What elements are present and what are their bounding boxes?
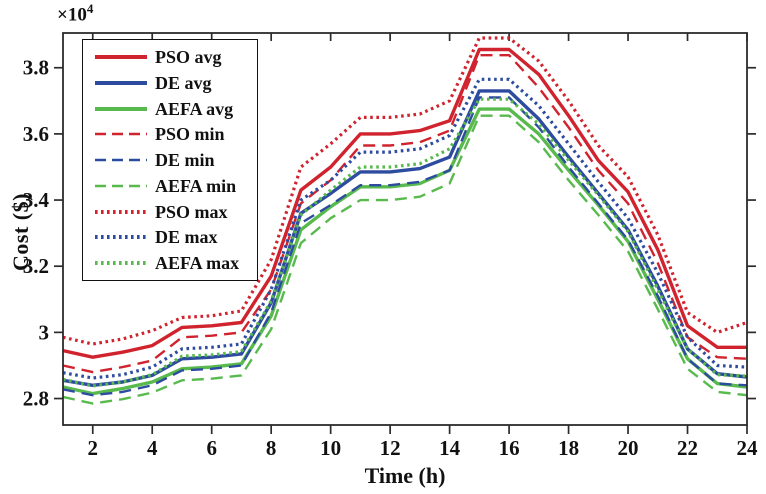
legend-item-label: PSO min — [155, 124, 225, 145]
x-tick-label: 18 — [558, 436, 579, 460]
legend-item-de-min: DE min — [93, 148, 251, 172]
legend-item-label: AEFA min — [155, 175, 237, 196]
legend-line-sample-pso-min — [95, 132, 147, 136]
legend-line-sample-de-avg — [95, 80, 147, 85]
legend-item-aefa-min: AEFA min — [93, 174, 251, 198]
x-tick-label: 6 — [206, 436, 217, 460]
x-tick-label: 10 — [320, 436, 341, 460]
legend: PSO avg DE avg AEFA avg PSO min DE min AEFA m… — [82, 39, 258, 281]
legend-line-sample-aefa-min — [95, 184, 147, 188]
x-tick-label: 8 — [266, 436, 277, 460]
legend-line-sample-aefa-max — [95, 261, 147, 265]
legend-item-label: DE max — [155, 227, 218, 248]
legend-item-label: PSO max — [155, 201, 228, 222]
series-aefa-max — [62, 97, 748, 388]
legend-item-de-max: DE max — [93, 225, 251, 249]
legend-line-sample-pso-max — [95, 209, 147, 214]
x-tick-label: 16 — [499, 436, 520, 460]
series-pso-max — [62, 36, 748, 346]
x-tick-label: 4 — [147, 436, 158, 460]
x-tick-label: 2 — [87, 436, 98, 460]
series-pso-min — [62, 54, 748, 374]
legend-item-pso-max: PSO max — [93, 200, 251, 224]
legend-item-label: AEFA max — [155, 253, 240, 273]
x-tick-label: 22 — [677, 436, 698, 460]
y-tick-label: 3.8 — [23, 56, 49, 80]
legend-line-sample-de-min — [95, 158, 147, 162]
plot-border — [62, 32, 748, 426]
y-axis-multiplier: ×104 — [57, 1, 93, 26]
y-tick-label: 3.4 — [23, 188, 50, 212]
legend-item-aefa-max: AEFA max — [93, 251, 251, 275]
y-tick-label: 3.2 — [23, 254, 49, 278]
series-pso-avg — [62, 47, 747, 359]
legend-item-aefa-avg: AEFA avg — [93, 97, 251, 121]
series-de-avg — [62, 89, 748, 387]
series-de-max — [62, 77, 748, 380]
legend-item-label: AEFA avg — [155, 98, 234, 119]
x-tick-label: 24 — [737, 436, 759, 460]
x-tick-label: 20 — [618, 436, 639, 460]
x-axis-label: Time (h) — [364, 463, 446, 488]
legend-line-sample-pso-avg — [95, 55, 147, 59]
legend-line-sample-aefa-avg — [95, 106, 147, 111]
legend-item-label: PSO avg — [155, 47, 222, 67]
legend-line-sample-de-max — [95, 235, 147, 240]
y-tick-label: 3.6 — [23, 122, 49, 146]
legend-item-label: DE avg — [155, 72, 212, 93]
y-tick-label: 2.8 — [23, 387, 49, 411]
legend-item-de-avg: DE avg — [93, 71, 251, 95]
legend-item-pso-avg: PSO avg — [93, 45, 251, 69]
legend-item-label: DE min — [155, 150, 215, 170]
x-tick-label: 14 — [439, 436, 461, 460]
y-tick-label: 3 — [39, 320, 50, 344]
series-aefa-min — [62, 114, 748, 405]
x-tick-label: 12 — [380, 436, 401, 460]
y-axis-multiplier-exponent: 4 — [86, 1, 94, 16]
legend-item-pso-min: PSO min — [93, 122, 251, 146]
y-axis-multiplier-base: ×10 — [57, 4, 87, 26]
series-de-min — [62, 96, 748, 397]
